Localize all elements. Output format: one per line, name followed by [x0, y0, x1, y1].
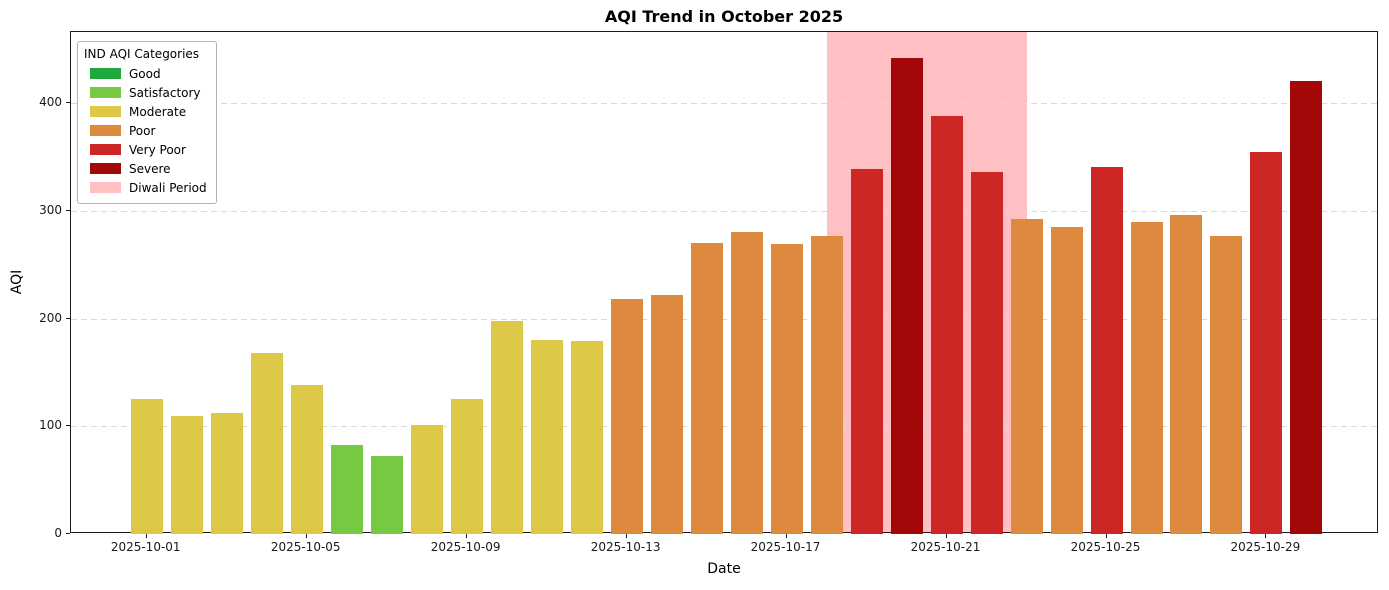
legend-label: Severe	[129, 161, 171, 176]
aqi-bar-2025-10-29	[1250, 151, 1283, 534]
y-tick-100	[66, 425, 70, 427]
x-tick-label-2025-10-05: 2025-10-05	[270, 540, 341, 554]
aqi-bar-2025-10-22	[970, 172, 1003, 534]
y-tick-label-0: 0	[54, 526, 62, 540]
y-tick-label-400: 400	[39, 95, 62, 110]
legend-label: Good	[129, 66, 161, 81]
legend-swatch-icon	[90, 87, 121, 98]
legend-swatch-icon	[90, 182, 121, 193]
x-tick-label-2025-10-17: 2025-10-17	[750, 540, 821, 554]
y-axis-label: AQI	[9, 269, 25, 295]
aqi-bar-2025-10-30	[1290, 80, 1323, 534]
legend-swatch-icon	[90, 68, 121, 79]
aqi-bar-2025-10-13	[610, 299, 643, 534]
legend: IND AQI Categories Good Satisfactory Moder…	[77, 41, 217, 204]
x-tick-label-2025-10-13: 2025-10-13	[590, 540, 661, 554]
legend-item-satisfactory: Satisfactory	[84, 83, 207, 102]
plot-area: IND AQI Categories Good Satisfactory Moder…	[70, 31, 1378, 534]
x-tick-label-2025-10-01: 2025-10-01	[110, 540, 181, 554]
aqi-bar-2025-10-20	[890, 57, 923, 534]
x-tick-label-2025-10-09: 2025-10-09	[430, 540, 501, 554]
aqi-bar-2025-10-08	[410, 425, 443, 534]
x-tick-label-2025-10-29: 2025-10-29	[1230, 540, 1301, 554]
legend-swatch-icon	[90, 125, 121, 136]
legend-label: Poor	[129, 123, 156, 138]
aqi-bar-2025-10-28	[1210, 235, 1243, 534]
aqi-bar-2025-10-12	[570, 341, 603, 534]
x-tick-2025-10-01	[145, 534, 147, 538]
y-tick-0	[66, 533, 70, 534]
gridline-400	[71, 103, 1377, 105]
aqi-bar-2025-10-19	[850, 168, 883, 534]
aqi-bar-2025-10-23	[1010, 219, 1043, 534]
legend-item-very-poor: Very Poor	[84, 140, 207, 159]
aqi-bar-2025-10-09	[450, 399, 483, 534]
y-tick-label-200: 200	[39, 310, 62, 325]
legend-item-good: Good	[84, 64, 207, 83]
legend-item-moderate: Moderate	[84, 102, 207, 121]
legend-items: Good Satisfactory Moderate Poor Very Poor Sev…	[84, 64, 207, 197]
legend-title: IND AQI Categories	[84, 47, 200, 61]
x-tick-2025-10-05	[305, 534, 307, 538]
x-tick-label-2025-10-21: 2025-10-21	[910, 540, 981, 554]
legend-swatch-icon	[90, 144, 121, 155]
legend-swatch-icon	[90, 163, 121, 174]
legend-item-diwali-period: Diwali Period	[84, 178, 207, 197]
aqi-bar-2025-10-02	[170, 415, 203, 534]
aqi-bar-2025-10-05	[290, 385, 323, 534]
gridline-200	[71, 318, 1377, 320]
legend-item-severe: Severe	[84, 159, 207, 178]
x-tick-2025-10-17	[785, 534, 787, 538]
aqi-bar-2025-10-11	[530, 340, 563, 534]
y-tick-400	[66, 102, 70, 104]
y-tick-300	[66, 209, 70, 211]
aqi-bar-2025-10-16	[730, 232, 763, 534]
y-tick-label-100: 100	[39, 418, 62, 433]
aqi-bar-2025-10-03	[210, 413, 243, 534]
x-tick-2025-10-13	[625, 534, 627, 538]
aqi-bar-2025-10-17	[770, 244, 803, 534]
y-tick-200	[66, 317, 70, 319]
aqi-bar-2025-10-15	[690, 243, 723, 534]
legend-swatch-icon	[90, 106, 121, 117]
aqi-bar-2025-10-24	[1050, 227, 1083, 534]
aqi-bar-2025-10-01	[130, 399, 163, 534]
x-tick-2025-10-29	[1265, 534, 1267, 538]
aqi-bar-2025-10-27	[1170, 215, 1203, 534]
x-tick-2025-10-09	[465, 534, 467, 538]
aqi-bar-2025-10-18	[810, 235, 843, 534]
aqi-bar-2025-10-10	[490, 320, 523, 534]
x-tick-2025-10-25	[1105, 534, 1107, 538]
legend-item-poor: Poor	[84, 121, 207, 140]
aqi-bar-2025-10-25	[1090, 166, 1123, 534]
x-tick-label-2025-10-25: 2025-10-25	[1070, 540, 1141, 554]
aqi-bar-2025-10-07	[370, 456, 403, 534]
legend-label: Diwali Period	[129, 180, 207, 195]
x-tick-2025-10-21	[945, 534, 947, 538]
aqi-bar-2025-10-06	[330, 444, 363, 534]
aqi-bar-2025-10-21	[930, 116, 963, 534]
y-tick-label-300: 300	[39, 202, 62, 217]
legend-label: Satisfactory	[129, 85, 201, 100]
aqi-bar-2025-10-26	[1130, 221, 1163, 534]
aqi-bar-2025-10-04	[250, 353, 283, 534]
legend-label: Moderate	[129, 104, 187, 119]
chart-title: AQI Trend in October 2025	[604, 7, 844, 26]
gridline-100	[71, 426, 1377, 428]
legend-label: Very Poor	[129, 142, 186, 157]
x-axis-label: Date	[707, 561, 741, 577]
aqi-bar-2025-10-14	[650, 294, 683, 534]
gridline-300	[71, 210, 1377, 212]
